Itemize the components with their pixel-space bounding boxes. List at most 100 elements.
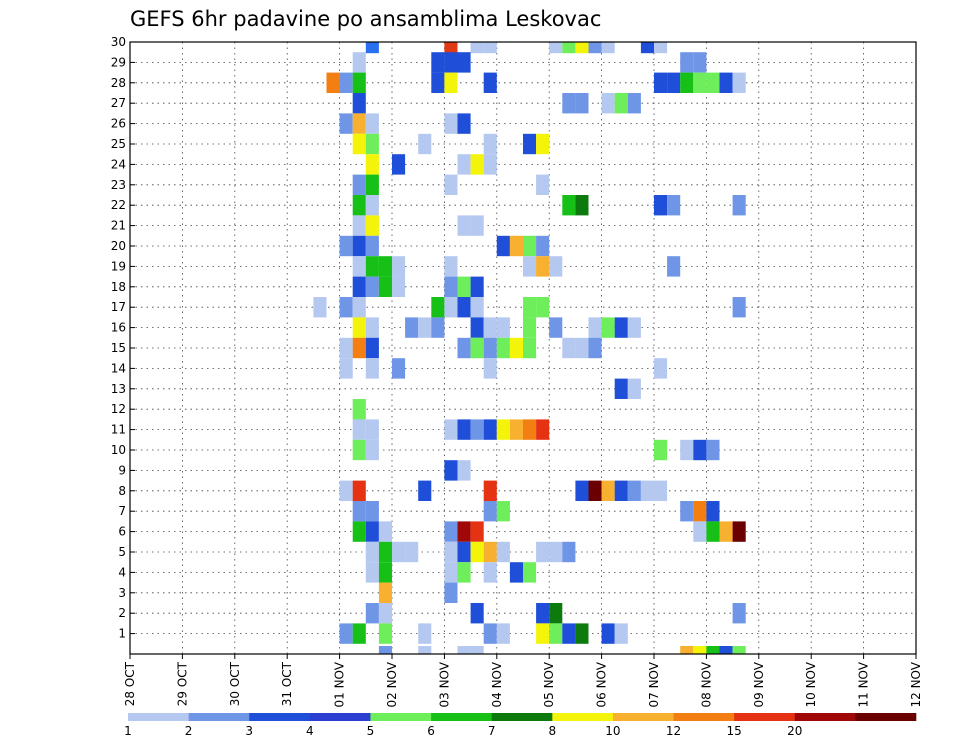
heatmap-cell bbox=[339, 358, 353, 379]
heatmap-cell bbox=[614, 93, 628, 114]
heatmap-cell bbox=[614, 623, 628, 644]
colorbar-swatch bbox=[552, 713, 614, 721]
x-tick-label: 08 NOV bbox=[699, 661, 713, 707]
heatmap-cell bbox=[588, 480, 602, 501]
heatmap-cell bbox=[509, 235, 523, 257]
heatmap-cell bbox=[352, 480, 366, 501]
colorbar-swatch bbox=[249, 713, 311, 721]
heatmap-cell bbox=[654, 195, 668, 216]
colorbar-label: 5 bbox=[367, 724, 375, 738]
heatmap-cell bbox=[601, 623, 615, 644]
heatmap-cell bbox=[392, 256, 406, 277]
heatmap-cell bbox=[470, 337, 484, 359]
heatmap-cell bbox=[352, 52, 366, 73]
heatmap-cell bbox=[549, 541, 563, 563]
heatmap-cell bbox=[719, 72, 733, 93]
heatmap-cell bbox=[444, 174, 458, 195]
heatmap-cell bbox=[693, 646, 707, 654]
heatmap-cell bbox=[693, 521, 707, 542]
y-tick-label: 25 bbox=[111, 137, 126, 151]
heatmap-cell bbox=[483, 541, 497, 563]
heatmap-cell bbox=[575, 480, 589, 501]
heatmap-cell bbox=[392, 276, 406, 297]
heatmap-cell bbox=[365, 215, 379, 236]
heatmap-cell bbox=[352, 235, 366, 257]
heatmap-cell bbox=[588, 42, 602, 54]
y-tick-label: 28 bbox=[111, 76, 126, 90]
heatmap-cell bbox=[444, 297, 458, 318]
colorbar-label: 3 bbox=[245, 724, 253, 738]
heatmap-cell bbox=[627, 93, 641, 114]
colorbar-label: 2 bbox=[185, 724, 193, 738]
heatmap-cell bbox=[719, 521, 733, 542]
heatmap-cell bbox=[562, 42, 576, 54]
heatmap-cell bbox=[614, 378, 628, 399]
colorbar-label: 4 bbox=[306, 724, 314, 738]
heatmap-cell bbox=[536, 256, 550, 277]
heatmap-cell bbox=[339, 113, 353, 134]
heatmap-cell bbox=[378, 521, 392, 542]
heatmap-cell bbox=[444, 72, 458, 93]
heatmap-cell bbox=[444, 276, 458, 297]
heatmap-cell bbox=[523, 133, 537, 155]
colorbar-swatch bbox=[794, 713, 856, 721]
heatmap-cell bbox=[457, 541, 471, 563]
heatmap-cell bbox=[365, 235, 379, 257]
heatmap-cell bbox=[601, 480, 615, 501]
heatmap-cell bbox=[562, 93, 576, 114]
colorbar-swatch bbox=[188, 713, 250, 721]
heatmap-cell bbox=[365, 562, 379, 583]
heatmap-cell bbox=[667, 256, 681, 277]
colorbar-label: 7 bbox=[488, 724, 496, 738]
heatmap-cell bbox=[352, 297, 366, 318]
heatmap-cell bbox=[392, 541, 406, 563]
colorbar-label: 20 bbox=[787, 724, 802, 738]
heatmap-cell bbox=[457, 337, 471, 359]
heatmap-cell bbox=[706, 72, 720, 93]
x-tick-label: 05 NOV bbox=[542, 661, 556, 707]
y-tick-label: 20 bbox=[111, 239, 126, 253]
x-tick-label: 04 NOV bbox=[490, 661, 504, 707]
heatmap-cell bbox=[365, 419, 379, 440]
heatmap-cell bbox=[457, 52, 471, 73]
heatmap-cell bbox=[483, 42, 497, 54]
heatmap-cell bbox=[536, 133, 550, 155]
heatmap-cell bbox=[470, 541, 484, 563]
heatmap-cell bbox=[352, 276, 366, 297]
heatmap-cell bbox=[706, 521, 720, 542]
heatmap-cell bbox=[418, 317, 432, 338]
heatmap-cell bbox=[352, 72, 366, 93]
x-tick-label: 07 NOV bbox=[647, 661, 661, 707]
heatmap-cell bbox=[483, 317, 497, 338]
y-tick-label: 21 bbox=[111, 219, 126, 233]
heatmap-cell bbox=[457, 562, 471, 583]
heatmap-cell bbox=[444, 541, 458, 563]
heatmap-cell bbox=[523, 235, 537, 257]
heatmap-cell bbox=[365, 133, 379, 155]
heatmap-cell bbox=[470, 419, 484, 440]
heatmap-cell bbox=[483, 501, 497, 522]
x-tick-label: 12 NOV bbox=[909, 661, 923, 707]
heatmap-cell bbox=[444, 113, 458, 134]
colorbar-swatch bbox=[855, 713, 917, 721]
y-tick-label: 12 bbox=[111, 402, 126, 416]
heatmap-cell bbox=[365, 358, 379, 379]
y-tick-label: 2 bbox=[118, 606, 126, 620]
heatmap-cell bbox=[575, 42, 589, 54]
heatmap-cell bbox=[339, 337, 353, 359]
heatmap-cell bbox=[444, 562, 458, 583]
heatmap-cell bbox=[536, 174, 550, 195]
y-tick-label: 18 bbox=[111, 280, 126, 294]
heatmap-cell bbox=[601, 93, 615, 114]
heatmap-cell bbox=[732, 72, 746, 93]
heatmap-cell bbox=[523, 562, 537, 583]
heatmap-cell bbox=[693, 52, 707, 73]
heatmap-cell bbox=[339, 72, 353, 93]
heatmap-cell bbox=[509, 562, 523, 583]
heatmap-cell bbox=[444, 521, 458, 542]
y-tick-label: 13 bbox=[111, 382, 126, 396]
heatmap-cell bbox=[352, 113, 366, 134]
heatmap-cell bbox=[719, 646, 733, 654]
colorbar-swatch bbox=[734, 713, 796, 721]
